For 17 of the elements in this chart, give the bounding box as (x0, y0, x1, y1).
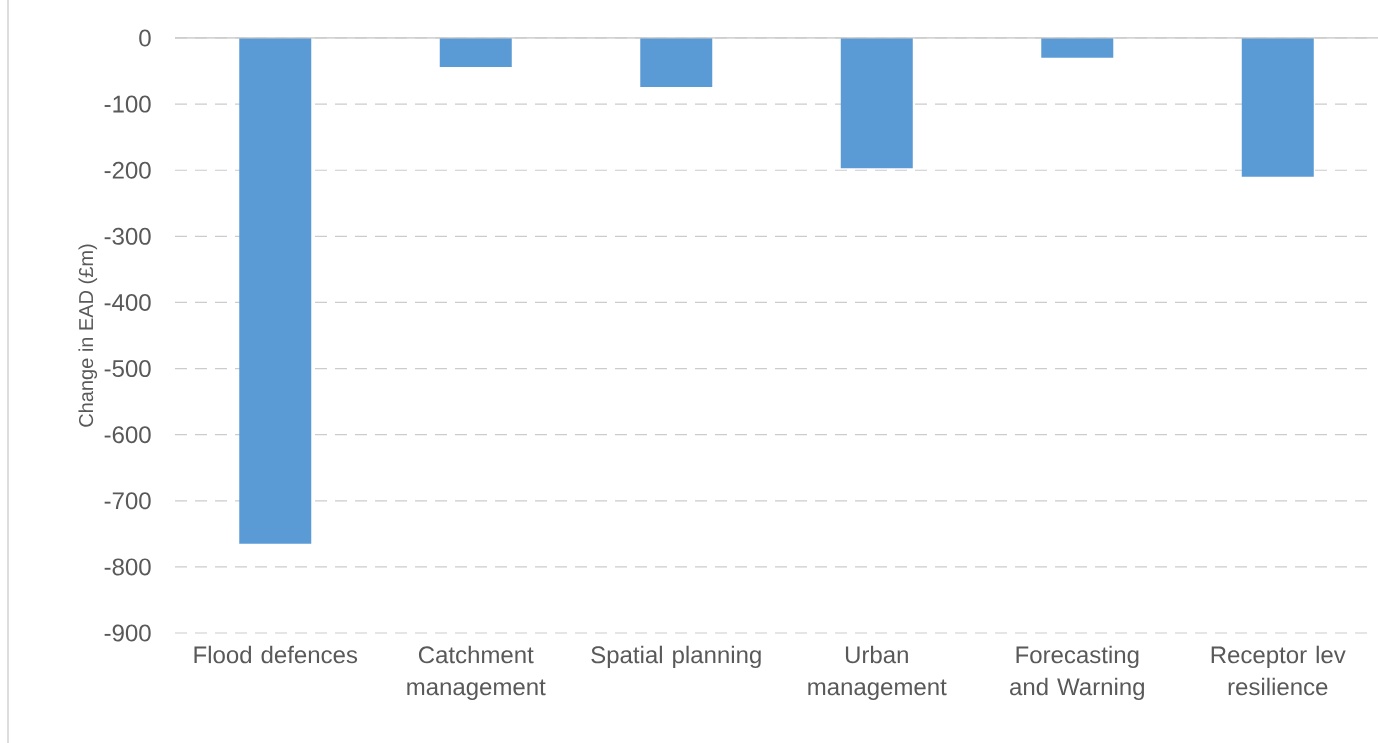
y-tick-label: -200 (104, 161, 151, 179)
y-axis-title: Change in EAD (£m) (78, 244, 98, 427)
y-tick-label: -600 (104, 426, 151, 444)
x-tick-label: Flood defences (194, 645, 358, 664)
x-tick-label: Forecasting and Warning (1010, 645, 1144, 701)
x-tick-label: Urban management (808, 645, 947, 701)
y-tick-label: -100 (104, 95, 151, 113)
x-tick-label: Spatial planning (591, 645, 761, 669)
y-tick-label: -700 (104, 492, 151, 510)
y-tick-label: -800 (104, 558, 151, 576)
x-tick-label: Receptor lev resilience (1211, 645, 1346, 696)
y-tick-label: -400 (104, 293, 151, 311)
y-tick-label: 0 (139, 29, 151, 47)
y-tick-label: -900 (104, 624, 151, 642)
y-tick-label: -300 (104, 227, 151, 245)
y-tick-label: -500 (104, 360, 151, 378)
x-tick-label: Catchment management (407, 645, 546, 701)
